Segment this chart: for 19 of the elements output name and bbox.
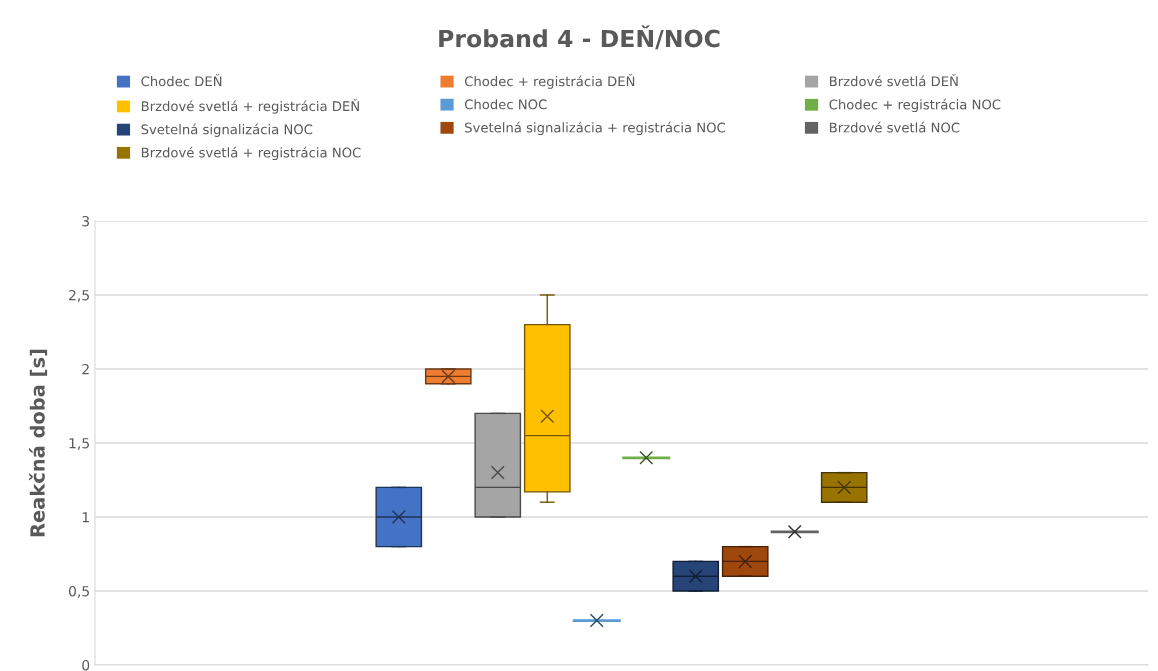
y-tick-label: 2,5 bbox=[69, 289, 89, 302]
y-tick-label: 2 bbox=[82, 363, 89, 375]
legend-label: Brzdové svetlá DEŇ bbox=[829, 73, 958, 87]
legend-label: Brzdové svetlá + registrácia NOC bbox=[141, 146, 361, 161]
y-tick-label: 1 bbox=[82, 512, 89, 523]
legend-label: Chodec DEŇ bbox=[141, 73, 222, 87]
legend-label: Chodec + registrácia DEŇ bbox=[464, 73, 635, 89]
legend-label: Brzdové svetlá NOC bbox=[829, 121, 960, 133]
y-axis-title: Reakčná doba [s] bbox=[29, 349, 48, 537]
y-tick-label: 1,5 bbox=[69, 438, 89, 450]
legend-label: Svetelná signalizácia + registrácia NOC bbox=[465, 121, 726, 136]
chart-title: Proband 4 - DEŇ/NOC bbox=[439, 25, 720, 50]
legend-label: Svetelná signalizácia NOC bbox=[141, 123, 313, 137]
legend-label: Brzdové svetlá + registrácia DEŇ bbox=[141, 98, 359, 114]
legend-label: Chodec NOC bbox=[464, 99, 547, 110]
y-tick-label: 0,5 bbox=[68, 585, 89, 598]
y-tick-label: 0 bbox=[82, 659, 90, 671]
y-tick-label: 3 bbox=[82, 215, 90, 227]
legend-label: Chodec + registrácia NOC bbox=[829, 98, 1001, 113]
